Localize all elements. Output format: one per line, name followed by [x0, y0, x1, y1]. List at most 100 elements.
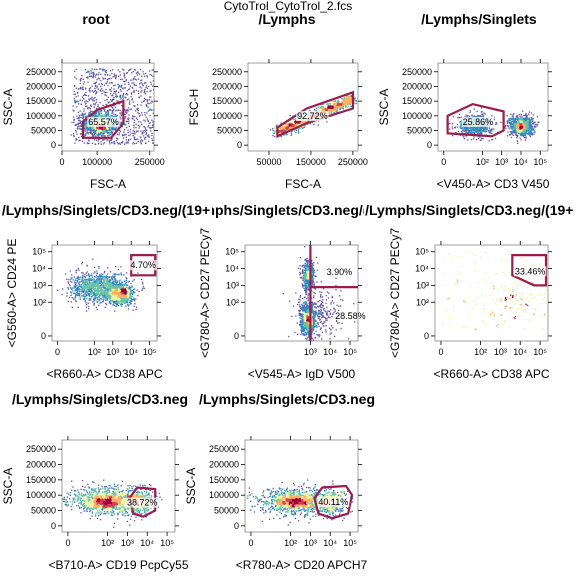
data-point	[81, 87, 83, 89]
data-point	[335, 103, 338, 105]
data-point	[126, 94, 129, 96]
data-point	[151, 119, 153, 121]
data-point	[132, 79, 134, 81]
data-point	[101, 130, 103, 133]
data-point	[342, 98, 345, 101]
data-point	[344, 102, 346, 104]
data-point	[88, 89, 90, 91]
data-point	[79, 82, 81, 84]
data-point	[130, 79, 132, 81]
data-point	[275, 130, 277, 132]
data-point	[148, 109, 150, 111]
data-point	[89, 108, 91, 110]
data-point	[84, 113, 86, 116]
data-point	[476, 114, 479, 117]
data-point	[478, 130, 480, 132]
data-point	[491, 128, 493, 130]
data-point	[295, 120, 298, 122]
data-point	[114, 106, 117, 108]
data-point	[125, 133, 127, 135]
data-point	[354, 97, 356, 99]
data-point	[86, 123, 88, 125]
data-point	[116, 114, 119, 117]
data-point	[330, 106, 333, 108]
data-point	[111, 127, 113, 129]
data-point	[323, 108, 325, 110]
data-point	[341, 102, 343, 104]
data-point	[144, 120, 146, 122]
data-point	[471, 114, 473, 116]
data-point	[340, 100, 342, 103]
data-point	[122, 137, 125, 139]
data-point	[96, 128, 98, 130]
data-point	[144, 129, 146, 132]
data-point	[134, 133, 136, 135]
data-point	[460, 126, 462, 129]
data-point	[148, 96, 151, 98]
data-point	[104, 126, 106, 129]
data-point	[113, 97, 115, 99]
y-tick-label: 100000	[26, 111, 56, 121]
data-point	[72, 109, 74, 111]
data-point	[338, 105, 340, 107]
data-point	[295, 125, 297, 127]
data-point	[273, 127, 276, 129]
data-point	[124, 74, 126, 76]
data-point	[94, 143, 96, 145]
data-point	[133, 82, 135, 84]
data-point	[494, 123, 497, 125]
data-point	[282, 134, 284, 136]
data-point	[91, 98, 93, 100]
data-point	[348, 98, 350, 101]
data-point	[143, 100, 145, 102]
data-point	[81, 100, 83, 102]
data-point	[94, 115, 96, 118]
data-point	[107, 111, 109, 113]
data-point	[85, 91, 87, 94]
data-point	[278, 132, 280, 135]
data-point	[346, 95, 349, 97]
data-point	[94, 102, 97, 105]
data-point	[111, 133, 113, 135]
data-point	[79, 121, 81, 123]
data-point	[531, 129, 533, 131]
data-point	[105, 113, 107, 115]
data-point	[349, 97, 351, 100]
data-point	[107, 110, 109, 112]
data-point	[465, 128, 468, 130]
data-point	[145, 131, 147, 133]
data-point	[478, 137, 480, 140]
data-point	[463, 130, 466, 132]
panel-title: /Lymphs	[258, 11, 315, 27]
data-point	[81, 75, 83, 77]
data-point	[93, 134, 95, 136]
y-tick-label: 250000	[212, 67, 242, 77]
data-point	[88, 112, 90, 114]
data-point	[92, 128, 94, 131]
data-point	[145, 104, 148, 106]
data-point	[90, 105, 92, 108]
data-point	[290, 123, 293, 125]
data-point	[94, 68, 96, 70]
data-point	[97, 127, 99, 129]
data-point	[109, 74, 111, 76]
data-point	[342, 108, 344, 110]
data-point	[148, 124, 150, 127]
data-point	[130, 68, 132, 70]
data-point	[283, 125, 285, 127]
data-point	[325, 106, 327, 108]
data-point	[86, 115, 88, 118]
data-point	[295, 131, 297, 134]
data-point	[134, 105, 136, 107]
data-point	[487, 130, 489, 132]
data-point	[326, 106, 328, 108]
data-point	[473, 138, 475, 140]
data-point	[90, 130, 92, 132]
data-point	[94, 114, 96, 117]
data-point	[72, 105, 74, 107]
data-point	[294, 118, 296, 121]
data-point	[147, 99, 149, 101]
data-point	[98, 77, 100, 79]
data-point	[137, 71, 139, 73]
